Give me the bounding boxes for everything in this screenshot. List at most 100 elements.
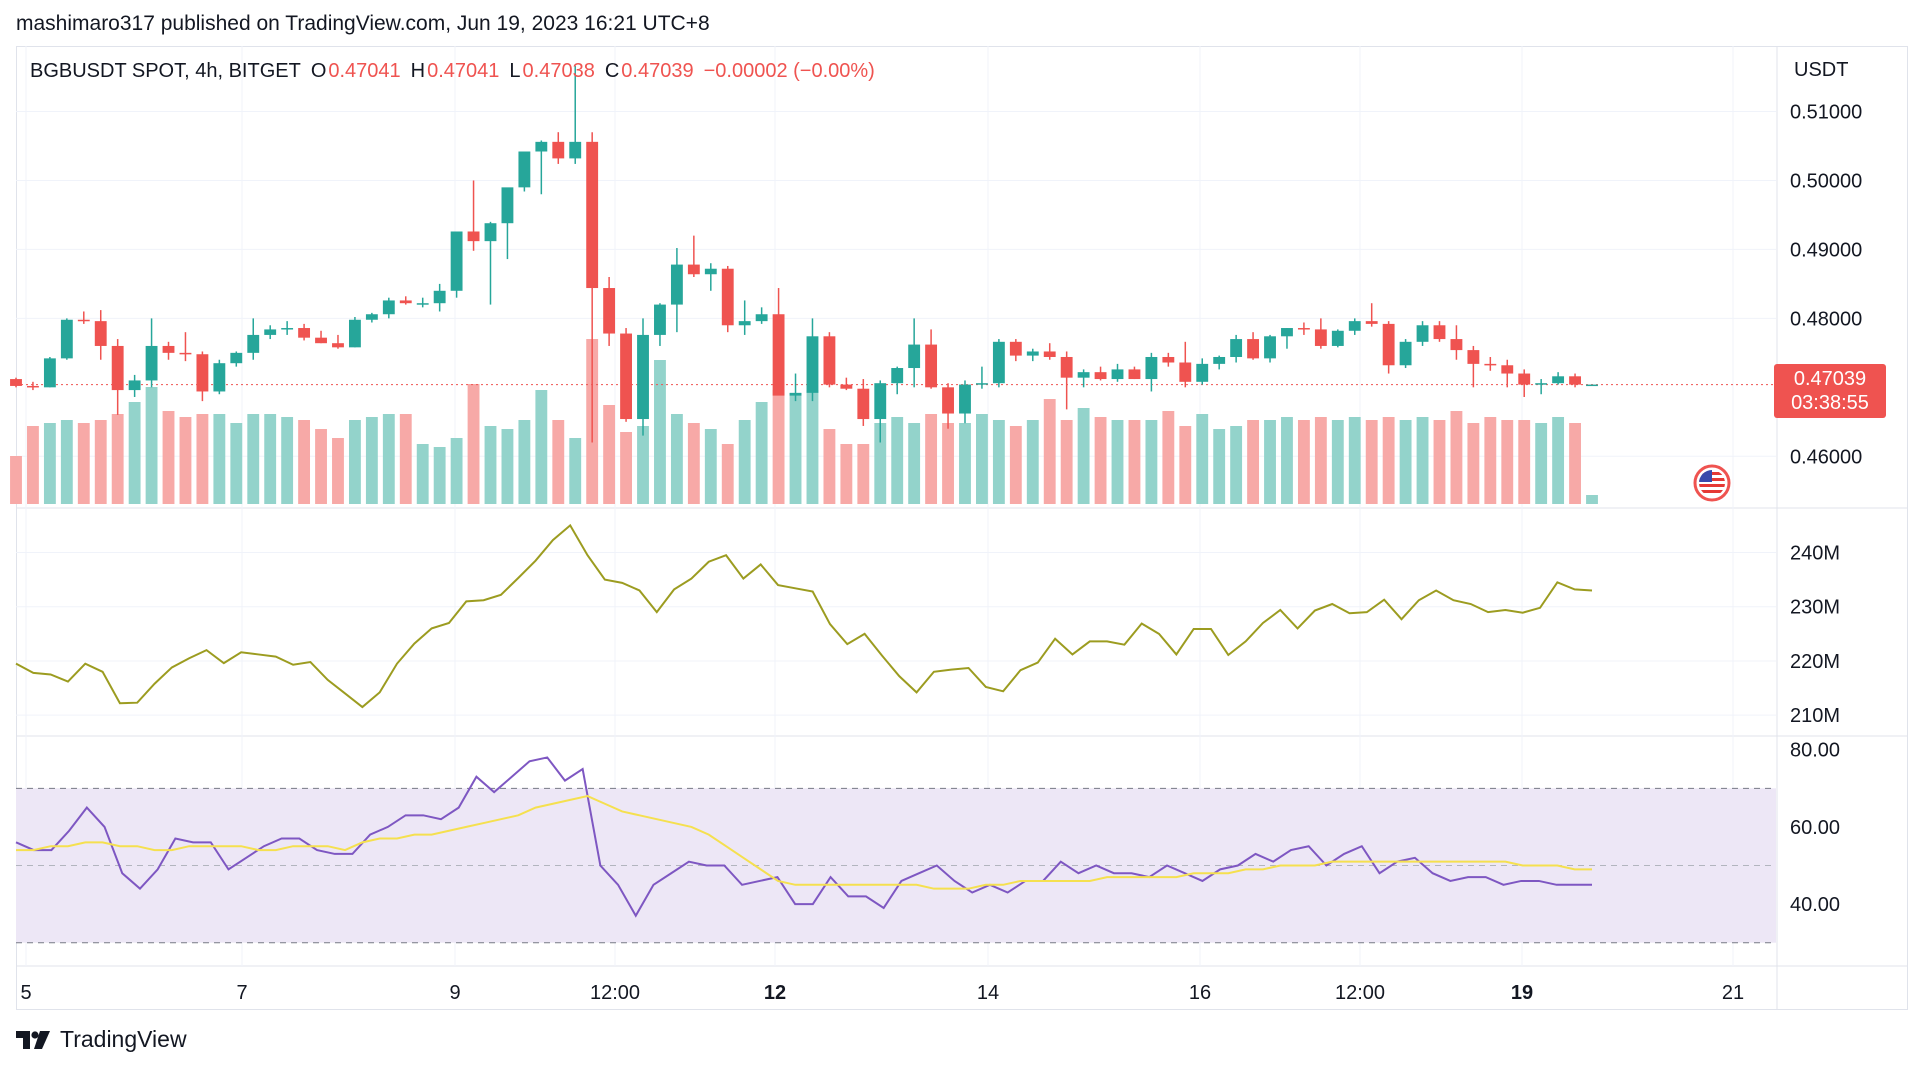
candle-body — [43, 358, 56, 388]
volume-bar — [382, 414, 395, 504]
candle-body — [1009, 341, 1022, 356]
volume-bar — [315, 429, 327, 504]
candle-body — [518, 151, 531, 188]
candle-body — [1518, 373, 1531, 385]
low-value: 0.47038 — [522, 60, 595, 82]
candle-body — [1331, 330, 1344, 346]
candle-body — [1094, 372, 1107, 380]
volume-bar — [806, 390, 819, 504]
candle-body — [298, 328, 311, 338]
volume-bar — [891, 417, 904, 504]
x-tick-label: 14 — [977, 982, 999, 1004]
volume-bar — [704, 429, 717, 504]
candle-body — [1501, 365, 1514, 374]
volume-bar — [772, 390, 785, 504]
candle-body — [738, 321, 751, 326]
volume-bar — [348, 420, 361, 504]
candle-body — [789, 392, 802, 396]
candle-body — [942, 387, 954, 414]
candle-body — [1179, 362, 1192, 382]
candle-body — [1314, 329, 1327, 346]
obv-line — [15, 523, 1593, 709]
last-price-tag: 0.47039 03:38:55 — [1774, 364, 1886, 418]
candle-body — [433, 290, 446, 304]
volume-bar — [484, 426, 497, 504]
candle-body — [891, 368, 904, 384]
candle-body — [535, 141, 548, 152]
candle-body — [1162, 356, 1175, 363]
candle-body — [637, 334, 649, 420]
candle-body — [365, 314, 378, 320]
candle-body — [1060, 356, 1073, 378]
volume-bar — [569, 438, 582, 504]
candle-body — [840, 384, 853, 389]
volume-bar — [365, 417, 378, 504]
tradingview-brand[interactable]: TradingView — [16, 1026, 187, 1053]
volume-bar — [162, 411, 175, 504]
volume-bar — [1043, 399, 1056, 504]
rsi-tick-label: 40.00 — [1790, 894, 1840, 916]
volume-bar — [755, 402, 768, 504]
candle-body — [874, 383, 887, 420]
x-tick-label: 7 — [236, 982, 247, 1004]
volume-bar — [823, 429, 836, 504]
volume-bar — [77, 423, 90, 504]
chart-frame — [16, 46, 1908, 1010]
candle-body — [1382, 323, 1395, 366]
candle-body — [1043, 351, 1056, 357]
high-item: H 0.47041 — [411, 60, 500, 83]
candle-body — [450, 231, 463, 291]
candle-body — [230, 352, 243, 364]
candle-body — [755, 314, 768, 322]
candle-body — [772, 314, 785, 396]
volume-bar — [1026, 420, 1039, 504]
low-label: L — [509, 60, 521, 82]
volume-bar — [603, 405, 616, 504]
symbol-label[interactable]: BGBUSDT SPOT, 4h, BITGET — [30, 60, 301, 82]
candle-body — [382, 300, 395, 315]
obv-tick-label: 230M — [1790, 597, 1840, 619]
candle-body — [94, 321, 107, 346]
volume-bar — [992, 420, 1005, 504]
candle-body — [1196, 363, 1209, 382]
volume-bar — [1365, 420, 1378, 504]
candle-body — [247, 334, 260, 353]
volume-bar — [874, 423, 887, 504]
volume-bar — [721, 444, 734, 504]
candle-body — [1348, 321, 1361, 331]
volume-bar — [27, 426, 39, 504]
volume-bar — [1281, 417, 1293, 504]
volume-bar — [1450, 411, 1463, 504]
volume-bar — [399, 414, 412, 504]
candle-body — [721, 268, 734, 326]
candle-body — [501, 187, 514, 224]
price-tick-label: 0.51000 — [1790, 102, 1862, 124]
candle-body — [60, 319, 73, 359]
volume-bar — [10, 456, 22, 504]
x-tick-label: 5 — [20, 982, 31, 1004]
us-flag-icon[interactable] — [1693, 464, 1731, 507]
volume-bar — [60, 420, 73, 504]
candle-body — [467, 231, 480, 242]
candle-body — [1264, 336, 1276, 359]
rsi-line — [15, 756, 1592, 918]
candle-body — [552, 141, 565, 159]
volume-bar — [467, 384, 480, 504]
x-tick-label: 12:00 — [1335, 982, 1385, 1004]
candle-body — [1399, 341, 1412, 366]
candle-body — [1128, 369, 1141, 380]
rsi-ma-line — [16, 794, 1592, 890]
candle-body — [1281, 328, 1293, 337]
brand-name: TradingView — [60, 1026, 187, 1052]
volume-bar — [1569, 423, 1581, 504]
volume-bar — [1348, 417, 1361, 504]
candle-body — [586, 141, 599, 289]
price-tick-label: 0.50000 — [1790, 170, 1862, 192]
bar-countdown: 03:38:55 — [1791, 392, 1869, 414]
candle-body — [179, 352, 192, 355]
volume-bar — [1145, 420, 1158, 504]
volume-bar — [1433, 420, 1446, 504]
volume-bar — [670, 414, 683, 504]
candle-body — [10, 379, 22, 386]
